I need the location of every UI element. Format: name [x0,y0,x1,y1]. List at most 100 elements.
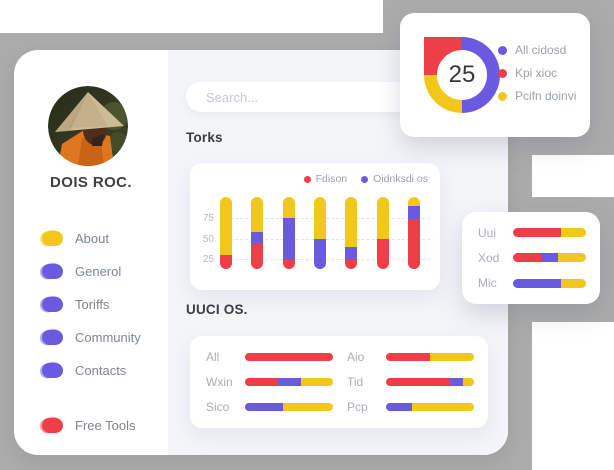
stacked-bar-3 [282,197,295,269]
stacked-bar-7 [407,197,420,269]
bar-segment-red [513,228,562,238]
bar-segment-red [376,238,389,269]
y-tick-75: 75 [202,213,214,224]
search-input[interactable] [186,89,440,105]
toriffs-icon [42,297,63,312]
stat-row-bar [513,228,586,238]
stat-row-wxin: Wxin [206,375,333,389]
community-icon [42,330,63,345]
bar-segment-yellow [220,197,232,255]
stat-row-label: Xod [478,250,500,265]
free-tools-icon [42,417,63,433]
bar-segment-yellow [251,197,264,233]
bar-segment-red [245,352,333,361]
stat-row-tid: Tid [347,375,474,389]
torks-chart-card: Fdison Oidnksdi os 75 50 25 [190,163,440,290]
bar-segment-purple [407,205,420,219]
sidebar-item-generol[interactable]: Generol [42,255,141,288]
stacked-bar-1 [220,197,232,269]
profile-avatar-image [48,86,128,166]
stat-row-bar [386,403,474,412]
stat-row-label: Mic [478,276,497,291]
sidebar-item-label: Free Tools [75,417,136,433]
bar-segment-yellow [345,197,358,248]
bar-segment-yellow [430,352,474,361]
stat-row-bar [245,377,333,386]
bar-segment-red [245,377,278,386]
bar-segment-yellow [412,403,474,412]
bar-segment-red [251,243,264,269]
legend-label: Kpi xioc [515,66,558,80]
uuci-column-right: Aio Tid Pcp [347,344,474,420]
uuci-stats-card: All Wxin Sico Aio Tid Pcp [190,336,488,428]
legend-item-oidnksdi-os: Oidnksdi os [361,173,428,185]
donut-legend: All cidosd Kpi xioc Pcifn doinvi [498,43,576,103]
sidebar-tools-menu: Free Tools [42,412,135,438]
sidebar-item-about[interactable]: About [42,222,141,255]
stat-row-aio: Aio [347,350,474,364]
stat-row-uui: Uui [478,226,586,240]
sidebar-item-toriffs[interactable]: Toriffs [42,288,141,321]
bar-segment-purple [277,377,302,386]
bar-segment-purple [282,217,295,260]
torks-stacked-bars [220,197,420,269]
mini-stats-card: Uui Xod Mic [462,212,600,304]
stat-row-label: Uui [478,225,497,240]
sidebar-item-community[interactable]: Community [42,321,141,354]
bar-segment-purple [386,403,413,412]
stat-row-bar [245,403,333,412]
sidebar-menu: About Generol Toriffs Community Contacts [42,222,141,387]
stat-row-label: All [206,349,220,364]
purple-dot-icon [498,45,507,55]
bar-segment-purple [450,377,463,386]
legend-item-all-cidosd: All cidosd [498,43,576,57]
bar-segment-red [386,377,451,386]
bar-segment-yellow [376,197,389,239]
donut-center: 25 [437,50,487,100]
stat-row-bar [386,377,474,386]
stat-row-bar [386,352,474,361]
bar-segment-yellow [313,197,326,239]
stacked-bar-2 [251,197,264,269]
stat-row-bar [513,278,586,288]
about-icon [42,231,63,246]
bar-segment-yellow [407,197,420,206]
stat-row-mic: Mic [478,276,586,290]
bar-segment-red [220,254,232,269]
stat-row-label: Tid [347,374,364,389]
bar-segment-purple [513,278,562,288]
stat-row-label: Sico [206,400,230,415]
y-tick-50: 50 [202,234,214,245]
legend-label: Oidnksdi os [373,173,428,185]
stat-row-bar [245,352,333,361]
donut-value: 25 [448,61,476,88]
stat-row-sico: Sico [206,400,333,414]
bar-segment-yellow [561,228,586,238]
red-dot-icon [303,175,311,183]
stacked-bar-5 [345,197,358,269]
donut-card: 25 All cidosd Kpi xioc Pcifn doinvi [400,13,590,137]
uuci-column-left: All Wxin Sico [206,344,333,420]
bar-segment-yellow [301,377,333,386]
sidebar-item-free-tools[interactable]: Free Tools [42,412,135,438]
contacts-icon [42,363,63,378]
stacked-bar-6 [376,197,389,269]
yellow-dot-icon [498,91,507,101]
stat-row-label: Wxin [206,374,233,389]
stat-row-pcp: Pcp [347,400,474,414]
sidebar-item-label: Contacts [75,363,127,378]
bar-segment-red [345,259,358,269]
sidebar-item-label: About [75,231,109,246]
bar-segment-red [282,259,295,269]
profile-name: DOIS ROC. [50,174,132,191]
bar-segment-purple [540,253,559,263]
bar-segment-purple [251,232,264,244]
bar-segment-red [407,218,420,269]
bar-segment-yellow [282,197,295,218]
legend-label: All cidosd [515,43,567,57]
bar-segment-purple [345,247,358,260]
legend-label: Fdison [315,173,348,185]
legend-item-pcifn-doinvi: Pcifn doinvi [498,89,576,103]
bar-segment-yellow [282,403,333,412]
sidebar-item-contacts[interactable]: Contacts [42,354,141,387]
